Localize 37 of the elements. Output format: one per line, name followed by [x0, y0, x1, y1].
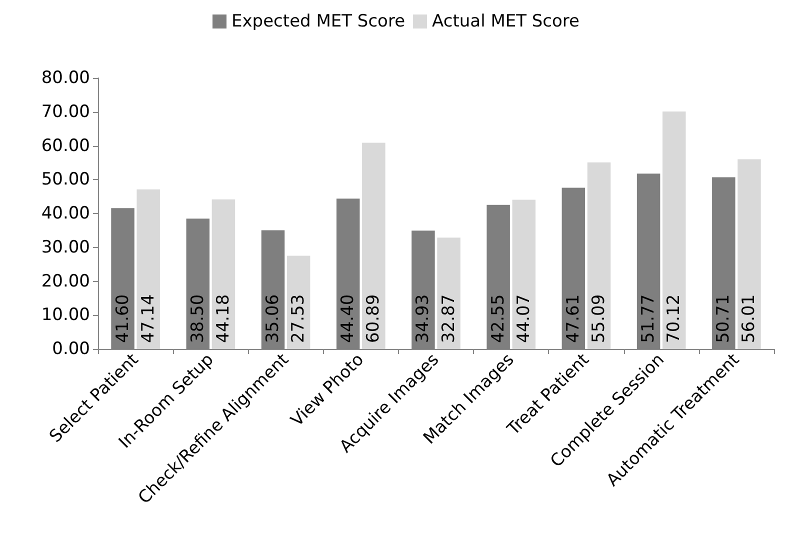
bar — [662, 111, 686, 349]
y-tick-label: 80.00 — [41, 68, 90, 88]
data-label: 34.93 — [413, 294, 434, 343]
bar — [738, 159, 761, 349]
data-label: 47.61 — [563, 294, 584, 343]
bar — [437, 238, 460, 349]
data-label: 27.53 — [288, 294, 309, 343]
data-label: 51.77 — [638, 294, 659, 343]
bar — [212, 199, 236, 349]
data-label: 44.18 — [213, 294, 234, 343]
data-label: 42.55 — [488, 294, 508, 343]
data-label: 60.89 — [364, 294, 384, 343]
y-tick-label: 50.00 — [41, 170, 90, 190]
data-label: 44.40 — [338, 294, 358, 343]
legend-label: Actual MET Score — [432, 12, 580, 32]
bar — [512, 200, 536, 349]
data-label: 56.01 — [739, 294, 760, 343]
data-label: 41.60 — [112, 294, 133, 343]
data-label: 38.50 — [188, 294, 208, 343]
y-tick-label: 60.00 — [41, 136, 90, 156]
data-label: 35.06 — [262, 294, 283, 343]
data-label: 50.71 — [714, 294, 734, 343]
y-tick-label: 10.00 — [41, 305, 90, 326]
legend-label: Expected MET Score — [232, 12, 406, 32]
data-label: 70.12 — [664, 294, 684, 343]
data-label: 47.14 — [138, 294, 158, 343]
bar — [136, 189, 160, 349]
y-tick-label: 30.00 — [41, 237, 90, 258]
y-tick-label: 20.00 — [41, 271, 90, 292]
data-label: 44.07 — [514, 294, 534, 343]
data-label: 32.87 — [438, 294, 459, 343]
bar — [587, 162, 611, 349]
y-tick-label: 70.00 — [41, 102, 90, 122]
y-tick-label: 40.00 — [41, 204, 90, 224]
data-label: 55.09 — [589, 294, 610, 343]
y-tick-label: 0.00 — [52, 339, 90, 359]
bar — [362, 142, 386, 349]
